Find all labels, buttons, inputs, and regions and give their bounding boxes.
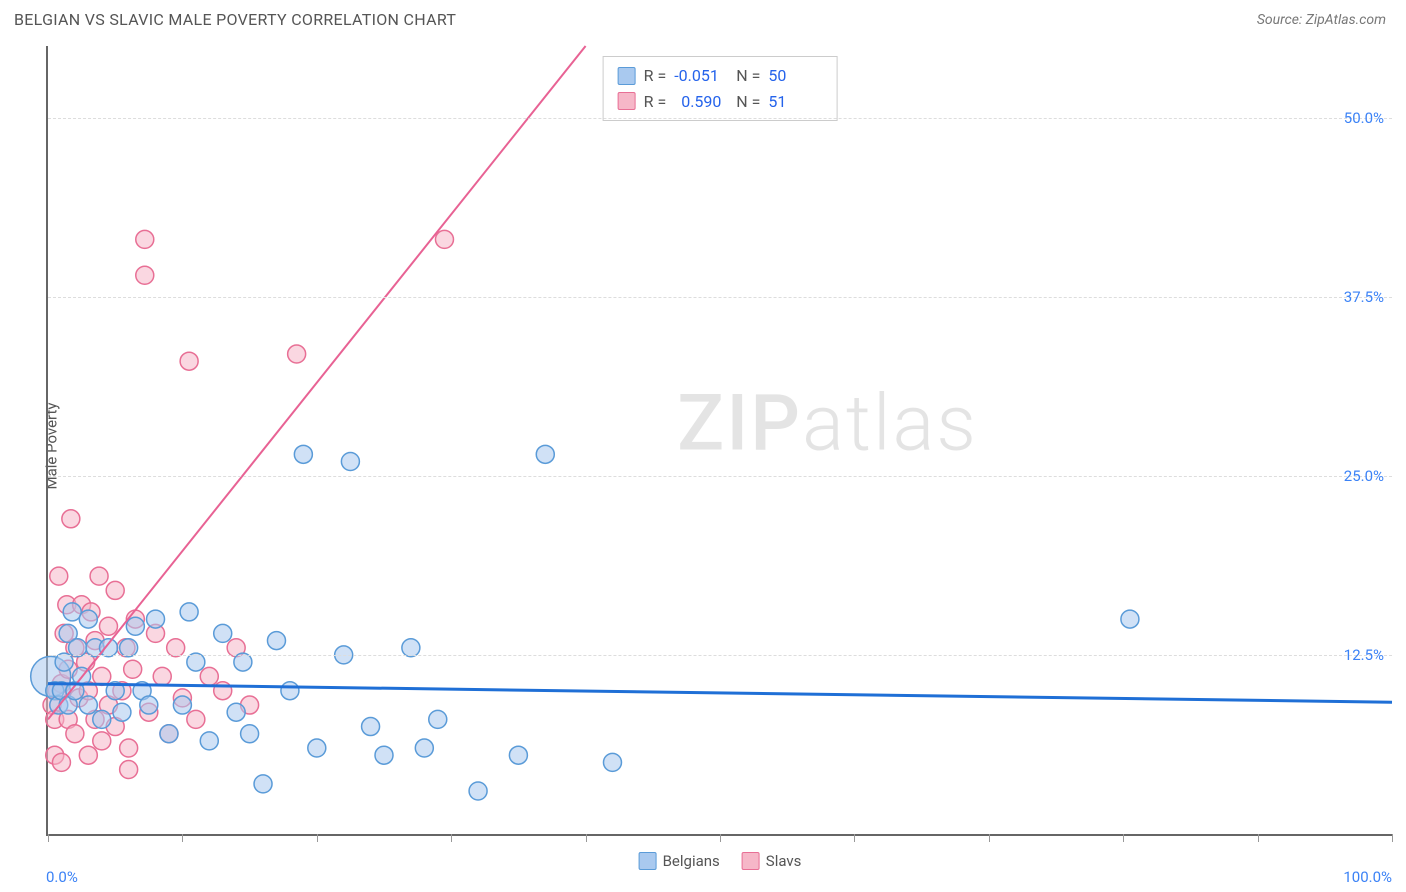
swatch-a-icon bbox=[639, 852, 657, 870]
data-point bbox=[79, 610, 97, 628]
chart-svg bbox=[48, 46, 1392, 834]
x-tick bbox=[720, 834, 721, 842]
swatch-a-icon bbox=[618, 67, 636, 85]
data-point bbox=[79, 746, 97, 764]
plot-area: ZIPatlas R = -0.051 N = 50 R = 0.590 N =… bbox=[46, 46, 1392, 836]
data-point bbox=[136, 266, 154, 284]
data-point bbox=[294, 445, 312, 463]
data-point bbox=[79, 696, 97, 714]
swatch-b-icon bbox=[742, 852, 760, 870]
data-point bbox=[50, 567, 68, 585]
x-tick bbox=[586, 834, 587, 842]
x-tick bbox=[451, 834, 452, 842]
data-point bbox=[362, 718, 380, 736]
data-point bbox=[187, 710, 205, 728]
data-point bbox=[200, 667, 218, 685]
y-tick-label: 25.0% bbox=[1344, 467, 1384, 485]
x-tick bbox=[48, 834, 49, 842]
data-point bbox=[93, 667, 111, 685]
gridline bbox=[48, 476, 1392, 477]
data-point bbox=[469, 782, 487, 800]
data-point bbox=[308, 739, 326, 757]
data-point bbox=[99, 617, 117, 635]
x-tick bbox=[854, 834, 855, 842]
y-tick-label: 12.5% bbox=[1344, 646, 1384, 664]
data-point bbox=[536, 445, 554, 463]
x-tick bbox=[1258, 834, 1259, 842]
data-point bbox=[153, 667, 171, 685]
y-tick-label: 50.0% bbox=[1344, 109, 1384, 127]
data-point bbox=[429, 710, 447, 728]
stats-box: R = -0.051 N = 50 R = 0.590 N = 51 bbox=[603, 56, 838, 121]
data-point bbox=[241, 725, 259, 743]
data-point bbox=[106, 581, 124, 599]
data-point bbox=[281, 682, 299, 700]
stats-row-b: R = 0.590 N = 51 bbox=[618, 89, 823, 115]
gridline bbox=[48, 655, 1392, 656]
data-point bbox=[375, 746, 393, 764]
x-tick bbox=[317, 834, 318, 842]
data-point bbox=[509, 746, 527, 764]
legend-item-b: Slavs bbox=[742, 852, 802, 870]
data-point bbox=[435, 230, 453, 248]
data-point bbox=[254, 775, 272, 793]
data-point bbox=[120, 739, 138, 757]
chart-title: BELGIAN VS SLAVIC MALE POVERTY CORRELATI… bbox=[14, 10, 456, 29]
data-point bbox=[341, 452, 359, 470]
data-point bbox=[113, 703, 131, 721]
data-point bbox=[93, 710, 111, 728]
data-point bbox=[267, 632, 285, 650]
data-point bbox=[93, 732, 111, 750]
data-point bbox=[160, 725, 178, 743]
data-point bbox=[126, 617, 144, 635]
gridline bbox=[48, 297, 1392, 298]
source-label: Source: ZipAtlas.com bbox=[1257, 12, 1386, 28]
data-point bbox=[200, 732, 218, 750]
swatch-b-icon bbox=[618, 92, 636, 110]
data-point bbox=[227, 703, 245, 721]
data-point bbox=[415, 739, 433, 757]
data-point bbox=[147, 610, 165, 628]
data-point bbox=[52, 753, 70, 771]
x-max-label: 100.0% bbox=[1343, 868, 1392, 886]
data-point bbox=[140, 696, 158, 714]
data-point bbox=[63, 603, 81, 621]
data-point bbox=[90, 567, 108, 585]
data-point bbox=[603, 753, 621, 771]
data-point bbox=[180, 352, 198, 370]
x-min-label: 0.0% bbox=[46, 868, 78, 886]
data-point bbox=[120, 761, 138, 779]
legend: Belgians Slavs bbox=[639, 852, 802, 870]
data-point bbox=[173, 696, 191, 714]
x-tick bbox=[1123, 834, 1124, 842]
data-point bbox=[288, 345, 306, 363]
legend-label-b: Slavs bbox=[766, 852, 802, 870]
x-tick bbox=[182, 834, 183, 842]
gridline bbox=[48, 118, 1392, 119]
y-tick-label: 37.5% bbox=[1344, 288, 1384, 306]
trend-line bbox=[48, 46, 586, 719]
data-point bbox=[66, 725, 84, 743]
data-point bbox=[136, 230, 154, 248]
data-point bbox=[214, 624, 232, 642]
data-point bbox=[62, 510, 80, 528]
stats-row-a: R = -0.051 N = 50 bbox=[618, 63, 823, 89]
data-point bbox=[1121, 610, 1139, 628]
legend-item-a: Belgians bbox=[639, 852, 720, 870]
legend-label-a: Belgians bbox=[663, 852, 720, 870]
x-tick bbox=[1392, 834, 1393, 842]
data-point bbox=[124, 660, 142, 678]
x-tick bbox=[989, 834, 990, 842]
data-point bbox=[180, 603, 198, 621]
